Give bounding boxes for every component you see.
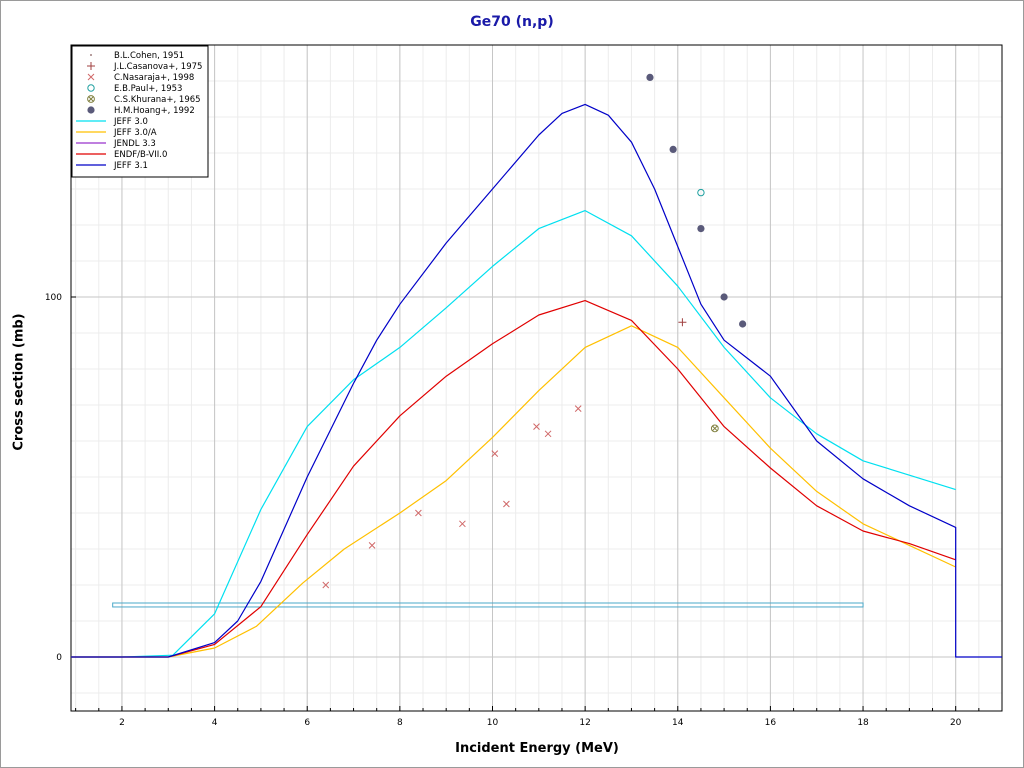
legend-marker xyxy=(87,95,95,103)
x-tick-label: 16 xyxy=(765,718,777,728)
data-point xyxy=(697,188,705,197)
data-point xyxy=(491,450,499,457)
data-point xyxy=(574,405,582,412)
chart-title: Ge70 (n,p) xyxy=(470,14,554,30)
data-point xyxy=(503,500,510,508)
axes-box xyxy=(70,44,1003,712)
data-point xyxy=(678,318,687,327)
legend-marker xyxy=(87,84,95,92)
data-point xyxy=(368,542,376,549)
data-point xyxy=(739,320,747,328)
series-line-endf-b-vii-0 xyxy=(71,300,956,658)
series-line-jeff-3-0 xyxy=(71,210,956,658)
x-tick-label: 20 xyxy=(950,718,962,728)
legend-marker xyxy=(87,73,95,81)
data-point-ring xyxy=(710,424,719,433)
data-point xyxy=(646,73,654,81)
legend-label: J.L.Casanova+, 1975 xyxy=(113,62,202,72)
legend-label: E.B.Paul+, 1953 xyxy=(114,84,182,94)
legend-box xyxy=(71,45,209,178)
data-point xyxy=(697,225,705,233)
legend-marker-ring xyxy=(87,95,95,103)
legend-marker-cross xyxy=(88,96,94,102)
legend-label: JEFF 3.1 xyxy=(113,161,148,171)
data-point xyxy=(322,581,330,589)
data-point xyxy=(459,520,466,528)
data-point xyxy=(720,293,728,301)
legend-label: JEFF 3.0/A xyxy=(113,128,157,138)
legend-label: ENDF/B-VII.0 xyxy=(114,150,167,160)
legend-marker xyxy=(87,106,95,114)
x-tick-label: 8 xyxy=(397,718,403,728)
legend-label: JENDL 3.3 xyxy=(113,139,156,149)
legend-label: B.L.Cohen, 1951 xyxy=(114,51,184,61)
x-tick-label: 12 xyxy=(579,718,590,728)
legend-label: JEFF 3.0 xyxy=(113,117,148,127)
x-tick-label: 10 xyxy=(487,718,499,728)
data-point xyxy=(415,509,422,517)
legend-label: C.S.Khurana+, 1965 xyxy=(114,95,201,105)
legend-marker xyxy=(87,62,95,70)
x-axis-label: Incident Energy (MeV) xyxy=(455,741,619,756)
uncertainty-band xyxy=(112,602,864,608)
plot-background xyxy=(71,45,1002,711)
y-tick-label: 0 xyxy=(56,653,62,663)
legend-marker xyxy=(90,54,92,56)
data-point-cross xyxy=(712,425,718,432)
x-tick-label: 14 xyxy=(672,718,684,728)
series-line-jeff-3-1 xyxy=(71,103,1002,658)
x-tick-label: 18 xyxy=(857,718,869,728)
x-tick-label: 2 xyxy=(119,718,125,728)
legend-label: C.Nasaraja+, 1998 xyxy=(114,73,194,83)
series-line-jeff-3-0-a xyxy=(71,325,956,658)
data-point xyxy=(669,145,677,153)
x-tick-label: 6 xyxy=(304,718,310,728)
legend-label: H.M.Hoang+, 1992 xyxy=(114,106,195,116)
x-tick-label: 4 xyxy=(212,718,218,728)
data-point xyxy=(533,423,540,430)
data-layer xyxy=(71,103,1002,658)
data-point xyxy=(710,424,719,433)
y-tick-label: 100 xyxy=(45,293,62,303)
data-point xyxy=(544,430,552,438)
